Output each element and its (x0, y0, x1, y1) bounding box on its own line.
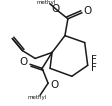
Text: O: O (84, 6, 92, 16)
Text: methyl: methyl (37, 0, 56, 5)
Text: F: F (91, 63, 97, 73)
Text: F: F (91, 55, 97, 65)
Text: O: O (19, 57, 27, 67)
Text: O: O (50, 80, 58, 90)
Text: methyl: methyl (28, 95, 47, 100)
Text: O: O (51, 4, 59, 14)
